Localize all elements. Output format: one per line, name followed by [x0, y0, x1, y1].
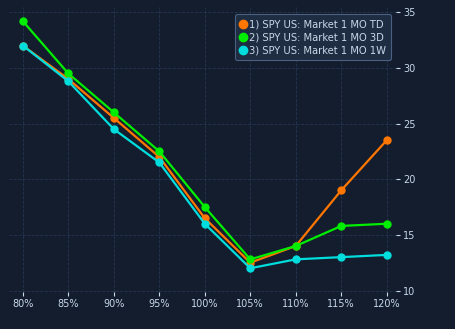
2) SPY US: Market 1 MO 3D: (80, 34.2): Market 1 MO 3D: (80, 34.2): [20, 19, 25, 23]
1) SPY US: Market 1 MO TD: (115, 19): Market 1 MO TD: (115, 19): [339, 188, 344, 192]
2) SPY US: Market 1 MO 3D: (115, 15.8): Market 1 MO 3D: (115, 15.8): [339, 224, 344, 228]
3) SPY US: Market 1 MO 1W: (110, 12.8): Market 1 MO 1W: (110, 12.8): [293, 257, 298, 261]
2) SPY US: Market 1 MO 3D: (110, 14): Market 1 MO 3D: (110, 14): [293, 244, 298, 248]
1) SPY US: Market 1 MO TD: (105, 12.5): Market 1 MO TD: (105, 12.5): [248, 261, 253, 265]
1) SPY US: Market 1 MO TD: (85, 29): Market 1 MO TD: (85, 29): [66, 77, 71, 81]
1) SPY US: Market 1 MO TD: (80, 32): Market 1 MO TD: (80, 32): [20, 43, 25, 47]
1) SPY US: Market 1 MO TD: (95, 22): Market 1 MO TD: (95, 22): [157, 155, 162, 159]
3) SPY US: Market 1 MO 1W: (95, 21.5): Market 1 MO 1W: (95, 21.5): [157, 161, 162, 164]
1) SPY US: Market 1 MO TD: (100, 16.5): Market 1 MO TD: (100, 16.5): [202, 216, 207, 220]
3) SPY US: Market 1 MO 1W: (105, 12): Market 1 MO 1W: (105, 12): [248, 266, 253, 270]
3) SPY US: Market 1 MO 1W: (120, 13.2): Market 1 MO 1W: (120, 13.2): [384, 253, 389, 257]
3) SPY US: Market 1 MO 1W: (85, 28.8): Market 1 MO 1W: (85, 28.8): [66, 79, 71, 83]
2) SPY US: Market 1 MO 3D: (85, 29.5): Market 1 MO 3D: (85, 29.5): [66, 71, 71, 75]
Line: 1) SPY US: Market 1 MO TD: 1) SPY US: Market 1 MO TD: [19, 42, 390, 266]
3) SPY US: Market 1 MO 1W: (100, 16): Market 1 MO 1W: (100, 16): [202, 222, 207, 226]
Legend: 1) SPY US: Market 1 MO TD, 2) SPY US: Market 1 MO 3D, 3) SPY US: Market 1 MO 1W: 1) SPY US: Market 1 MO TD, 2) SPY US: Ma…: [236, 14, 391, 61]
3) SPY US: Market 1 MO 1W: (90, 24.5): Market 1 MO 1W: (90, 24.5): [111, 127, 116, 131]
3) SPY US: Market 1 MO 1W: (115, 13): Market 1 MO 1W: (115, 13): [339, 255, 344, 259]
1) SPY US: Market 1 MO TD: (110, 14): Market 1 MO TD: (110, 14): [293, 244, 298, 248]
1) SPY US: Market 1 MO TD: (90, 25.5): Market 1 MO TD: (90, 25.5): [111, 116, 116, 120]
2) SPY US: Market 1 MO 3D: (90, 26): Market 1 MO 3D: (90, 26): [111, 111, 116, 114]
Line: 3) SPY US: Market 1 MO 1W: 3) SPY US: Market 1 MO 1W: [19, 42, 390, 272]
3) SPY US: Market 1 MO 1W: (80, 32): Market 1 MO 1W: (80, 32): [20, 43, 25, 47]
Line: 2) SPY US: Market 1 MO 3D: 2) SPY US: Market 1 MO 3D: [19, 17, 390, 263]
2) SPY US: Market 1 MO 3D: (100, 17.5): Market 1 MO 3D: (100, 17.5): [202, 205, 207, 209]
2) SPY US: Market 1 MO 3D: (95, 22.5): Market 1 MO 3D: (95, 22.5): [157, 149, 162, 153]
2) SPY US: Market 1 MO 3D: (120, 16): Market 1 MO 3D: (120, 16): [384, 222, 389, 226]
2) SPY US: Market 1 MO 3D: (105, 12.8): Market 1 MO 3D: (105, 12.8): [248, 257, 253, 261]
1) SPY US: Market 1 MO TD: (120, 23.5): Market 1 MO TD: (120, 23.5): [384, 138, 389, 142]
